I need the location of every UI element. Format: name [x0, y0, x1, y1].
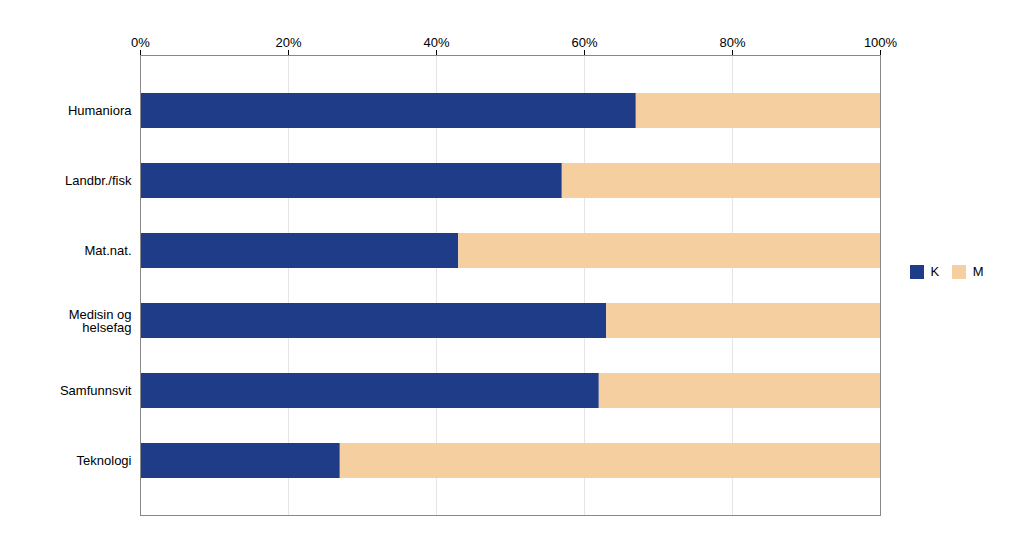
svg-text:100%: 100%: [864, 35, 898, 50]
svg-text:Landbr./fisk: Landbr./fisk: [65, 173, 132, 188]
svg-text:Mat.nat.: Mat.nat.: [85, 243, 132, 258]
html-text:M: M: [972, 264, 984, 280]
svg-text:20%: 20%: [275, 35, 301, 50]
svg-text:Teknologi: Teknologi: [77, 453, 132, 468]
svg-text:Humaniora: Humaniora: [68, 103, 132, 118]
svg-text:Medisin oghelsefag: Medisin oghelsefag: [69, 307, 132, 335]
svg-text:40%: 40%: [423, 35, 449, 50]
svg-text:0%: 0%: [131, 35, 150, 50]
html-text:K: K: [930, 264, 940, 280]
svg-text:60%: 60%: [571, 35, 597, 50]
svg-text:Samfunnsvit: Samfunnsvit: [60, 383, 132, 398]
svg-text:80%: 80%: [719, 35, 745, 50]
